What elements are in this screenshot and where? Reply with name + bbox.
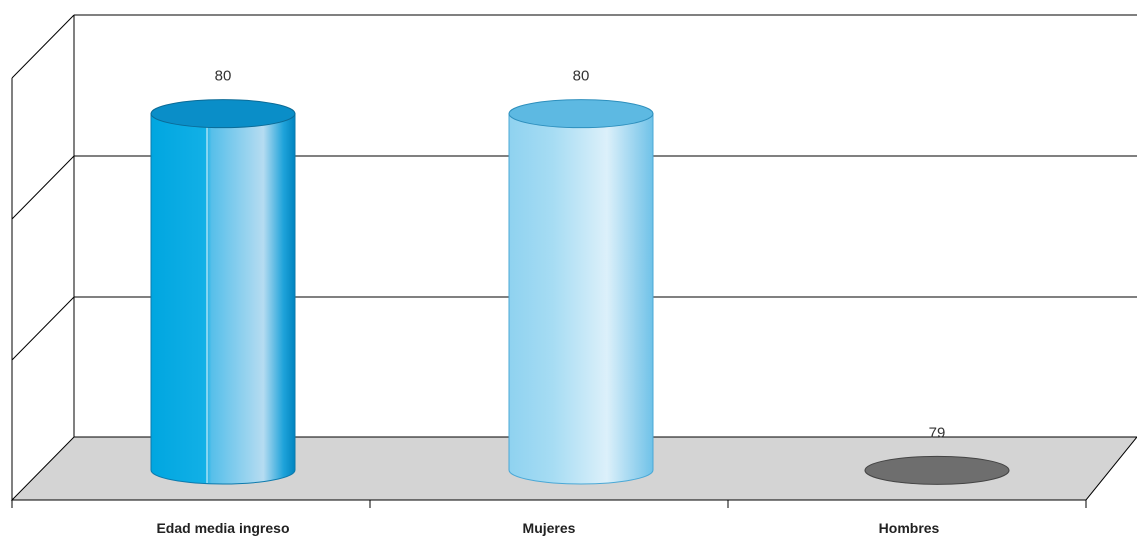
data-label: 79 (929, 424, 946, 441)
cylinder-top (150, 99, 296, 129)
cylinder-body (508, 113, 654, 485)
category-label: Edad media ingreso (156, 520, 289, 536)
side-wall-diagonal (11, 14, 75, 79)
cylinder-bar-2 (864, 455, 1010, 485)
bars-layer: 80 Edad media ingreso 80 Mujeres 79 Hombres (150, 68, 1010, 536)
category-label: Mujeres (523, 520, 576, 536)
cylinder-top (864, 455, 1010, 485)
cylinder-body (150, 113, 296, 485)
side-wall-diagonal (11, 296, 75, 361)
cylinder-bar-1 (508, 99, 654, 485)
cylinder-top (508, 99, 654, 129)
cylinder-bar-0 (150, 99, 296, 485)
category-label: Hombres (879, 520, 940, 536)
data-label: 80 (573, 68, 590, 85)
side-wall-diagonal (11, 155, 75, 220)
data-label: 80 (215, 68, 232, 85)
